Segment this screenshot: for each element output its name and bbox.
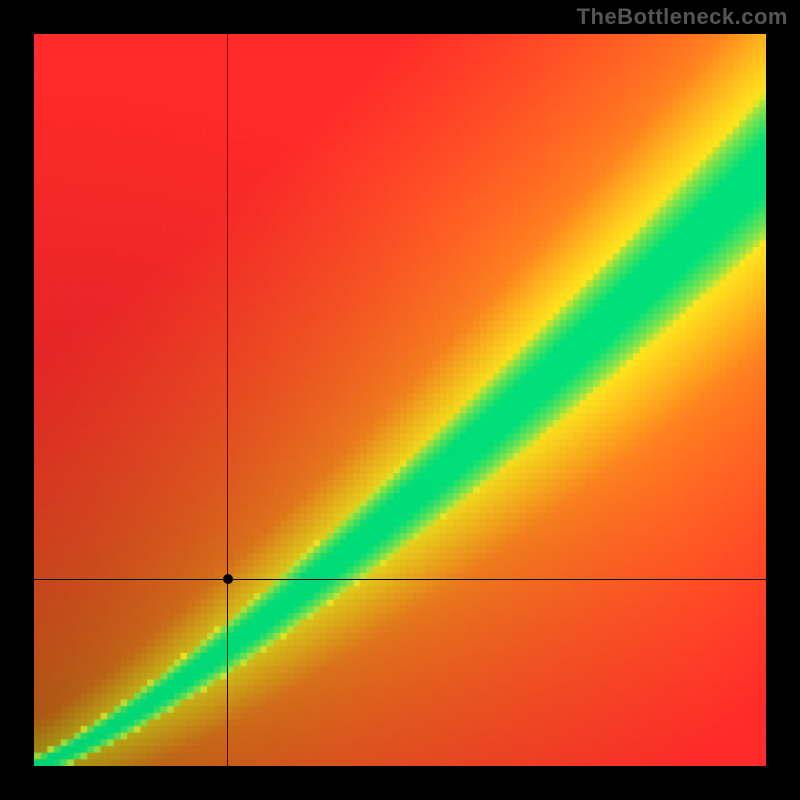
plot-area (34, 34, 766, 766)
chart-frame: TheBottleneck.com (0, 0, 800, 800)
watermark-text: TheBottleneck.com (577, 4, 788, 30)
marker-point (223, 574, 233, 584)
crosshair-horizontal (34, 579, 766, 580)
crosshair-vertical (227, 34, 228, 766)
heatmap-canvas (34, 34, 766, 766)
